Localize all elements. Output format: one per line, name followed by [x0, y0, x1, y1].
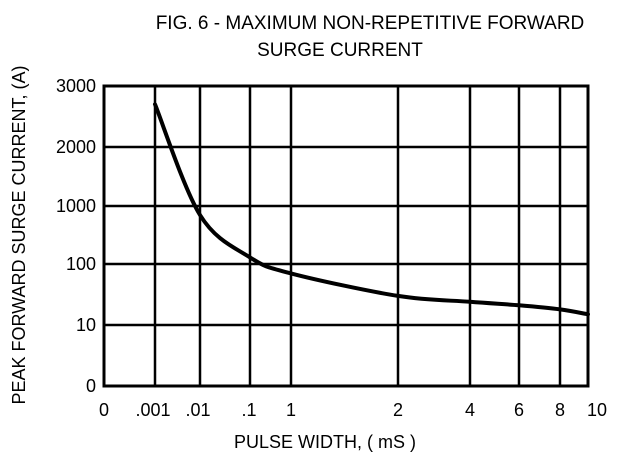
x-tick-label: .01: [185, 400, 210, 420]
y-tick-label: 2000: [56, 137, 96, 157]
y-tick-label: 1000: [56, 196, 96, 216]
y-tick-label: 100: [66, 254, 96, 274]
x-tick-label: .001: [135, 400, 170, 420]
surge-current-curve: [153, 102, 590, 317]
y-tick-label: 3000: [56, 76, 96, 96]
chart-title-line-1: FIG. 6 - MAXIMUM NON-REPETITIVE FORWARD: [156, 13, 585, 34]
chart-title-line-2: SURGE CURRENT: [257, 40, 423, 61]
x-tick-label: 8: [555, 400, 565, 420]
x-tick-label: 2: [393, 400, 403, 420]
x-tick-label: 1: [286, 400, 296, 420]
y-tick-label: 10: [76, 315, 96, 335]
x-axis-title: PULSE WIDTH, ( mS ): [234, 432, 416, 452]
y-tick-label: 0: [86, 376, 96, 396]
x-tick-label: .1: [241, 400, 256, 420]
gridlines: [104, 86, 588, 386]
x-tick-label: 0: [99, 400, 109, 420]
plot-frame: [102, 84, 590, 388]
y-axis-title: PEAK FORWARD SURGE CURRENT, (A): [9, 65, 29, 404]
x-tick-label: 10: [587, 400, 607, 420]
x-tick-label: 6: [514, 400, 524, 420]
x-tick-label: 4: [465, 400, 475, 420]
